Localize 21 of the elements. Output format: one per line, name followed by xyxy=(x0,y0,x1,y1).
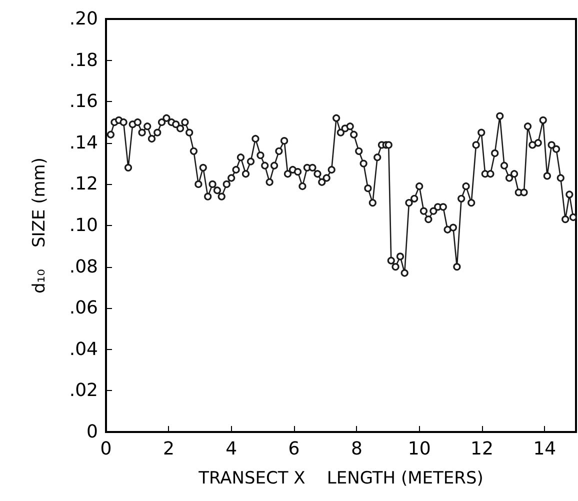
x-tick-label: 12 xyxy=(470,438,494,460)
y-tick-label: .10 xyxy=(69,215,98,236)
y-tick-label: .12 xyxy=(69,174,98,195)
x-tick-label: 2 xyxy=(162,438,174,460)
y-tick-label: .20 xyxy=(69,8,98,30)
y-tick-label: .02 xyxy=(69,380,98,402)
x-tick-label: 10 xyxy=(408,438,431,460)
x-tick-label: 6 xyxy=(288,438,300,460)
x-tick-label: 14 xyxy=(533,438,556,460)
x-axis-title: TRANSECT X LENGTH (METERS) xyxy=(198,468,484,488)
y-tick-label: .06 xyxy=(69,298,98,319)
y-tick-label: .18 xyxy=(69,50,98,71)
y-tick-label: .14 xyxy=(69,132,98,154)
y-axis-title: d₁₀ SIZE (mm) xyxy=(30,157,50,294)
x-tick-label: 4 xyxy=(226,438,238,460)
y-tick-label: .08 xyxy=(69,256,98,278)
y-tick-label: .16 xyxy=(69,91,98,112)
y-tick-label: .04 xyxy=(69,338,98,360)
x-tick-label: 8 xyxy=(350,438,362,460)
x-tick-label: 0 xyxy=(100,438,112,460)
y-tick-label: 0 xyxy=(86,422,98,442)
